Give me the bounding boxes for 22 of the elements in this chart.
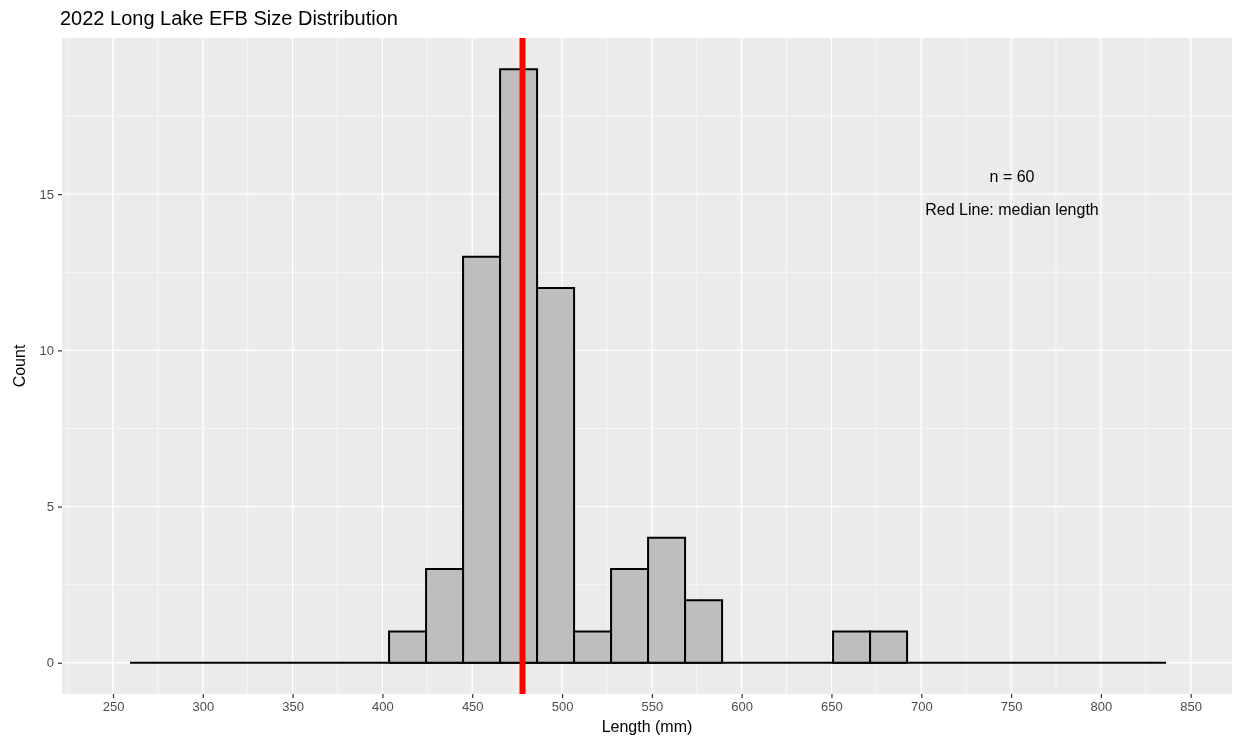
- x-tick-label: 300: [192, 699, 215, 715]
- x-tick-label: 400: [372, 699, 394, 715]
- chart-title: 2022 Long Lake EFB Size Distribution: [60, 7, 398, 29]
- y-tick-label: 0: [46, 655, 54, 671]
- x-tick-label: 350: [282, 699, 304, 715]
- x-tick-label: 500: [551, 699, 574, 715]
- x-tick-label: 700: [910, 699, 933, 715]
- x-tick-label: 600: [731, 699, 754, 715]
- x-tick-label: 800: [1090, 699, 1113, 715]
- x-tick-label: 650: [821, 699, 843, 715]
- y-tick-label: 15: [39, 186, 54, 202]
- x-axis-title: Length (mm): [601, 718, 693, 735]
- x-tick-label: 850: [1180, 699, 1203, 715]
- y-tick-label: 10: [39, 343, 54, 359]
- x-tick-label: 750: [1000, 699, 1023, 715]
- x-tick-label: 450: [461, 699, 484, 715]
- x-tick-label: 550: [641, 699, 664, 715]
- x-tick-label: 250: [102, 699, 125, 715]
- annotation: Red Line: median length: [925, 201, 1099, 218]
- y-axis-title: Count: [11, 344, 28, 388]
- y-tick-label: 5: [46, 499, 54, 515]
- annotation: n = 60: [989, 168, 1035, 185]
